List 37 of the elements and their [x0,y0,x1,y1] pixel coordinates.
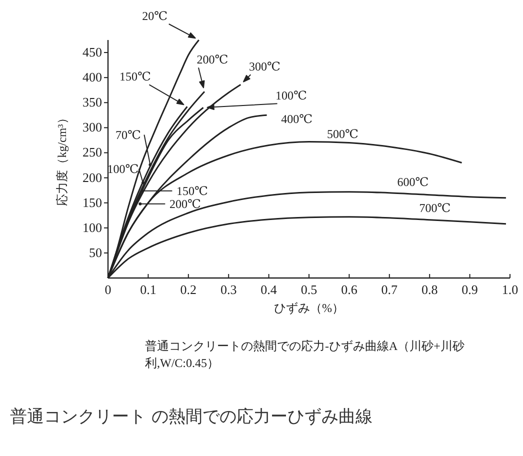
series-label: 500℃ [327,126,358,141]
y-tick-label: 100 [82,220,102,235]
x-tick-label: 1.0 [502,282,518,297]
y-tick-label: 450 [82,44,102,60]
x-tick-label: 0.5 [300,282,318,297]
text: 200℃ [196,52,228,67]
series-label: 400℃ [281,112,313,126]
text: 100℃ [276,88,307,103]
x-tick-label: 0.8 [421,282,438,297]
x-tick-label: 0.9 [462,282,478,297]
y-tick-label: 400 [82,70,102,85]
x-tick-label: 0.3 [220,282,237,297]
x-tick-label: 0.2 [180,282,197,297]
y-tick-label: 200 [82,170,102,185]
annotation: 200℃ [169,196,201,211]
series-label: 300℃ [248,60,280,74]
x-tick-label: 0.4 [260,282,278,297]
x-axis-title: ひずみ（%） [274,301,344,315]
x-tick-label: 0.1 [140,282,156,297]
y-tick-label: 250 [82,144,102,160]
series-label: 700℃ [419,200,451,215]
text: 20℃ [142,9,168,23]
annotation: 150℃ [176,184,208,198]
text: 普通コンクリート の熱間での応力ーひずみ曲線 [10,407,372,427]
text: 150℃ [119,70,151,84]
text: 普通コンクリートの熱間での応力-ひずみ曲線A（川砂+川砂利,W/C:0.45） [145,339,464,370]
y-tick-label: 350 [82,94,102,110]
y-tick-label: 150 [82,194,102,210]
series-label: 600℃ [397,174,429,189]
y-axis-title: 応力度（kg/cm³） [55,112,69,206]
annotation: 70℃ [115,128,141,142]
x-tick-label: 0.6 [341,282,358,297]
x-tick-label: 0 [104,282,112,297]
annotation: 100℃ [107,162,139,176]
x-tick-label: 0.7 [381,282,398,297]
y-tick-label: 300 [82,120,102,135]
y-tick-label: 50 [89,244,102,260]
